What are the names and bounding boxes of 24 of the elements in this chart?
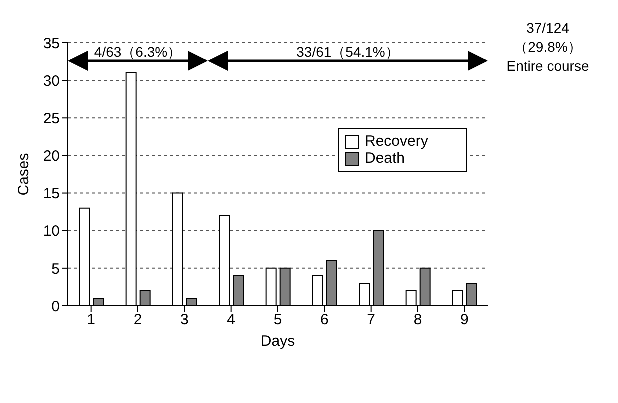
y-tick-label: 0 [52, 298, 60, 316]
legend-label: Recovery [365, 133, 428, 150]
x-tick-label: 3 [180, 312, 189, 329]
x-tick-label: 8 [414, 312, 422, 329]
y-tick-label: 30 [43, 72, 60, 90]
annotation: 4/63（6.3%） [94, 44, 182, 60]
y-tick-label: 20 [43, 148, 60, 166]
y-tick-label: 15 [43, 186, 60, 203]
x-tick-label: 9 [460, 312, 469, 329]
y-tick-label: 10 [43, 223, 60, 240]
x-tick-label: 2 [134, 312, 142, 329]
x-tick-label: 7 [367, 312, 376, 329]
x-axis-title: Days [260, 333, 296, 350]
legend-label: Death [365, 150, 406, 167]
x-tick-label: 5 [274, 312, 282, 329]
y-tick-label: 25 [43, 110, 60, 128]
text: 37/124 （29.8%） Entire course [506, 20, 590, 74]
y-axis-title: Cases [15, 153, 32, 196]
y-tick-label: 35 [43, 35, 60, 52]
x-tick-label: 4 [227, 312, 236, 329]
annotation: 33/61（54.1%） [296, 44, 400, 60]
x-tick-label: 6 [320, 312, 329, 329]
x-tick-label: 1 [87, 312, 96, 329]
y-tick-label: 5 [52, 260, 60, 278]
